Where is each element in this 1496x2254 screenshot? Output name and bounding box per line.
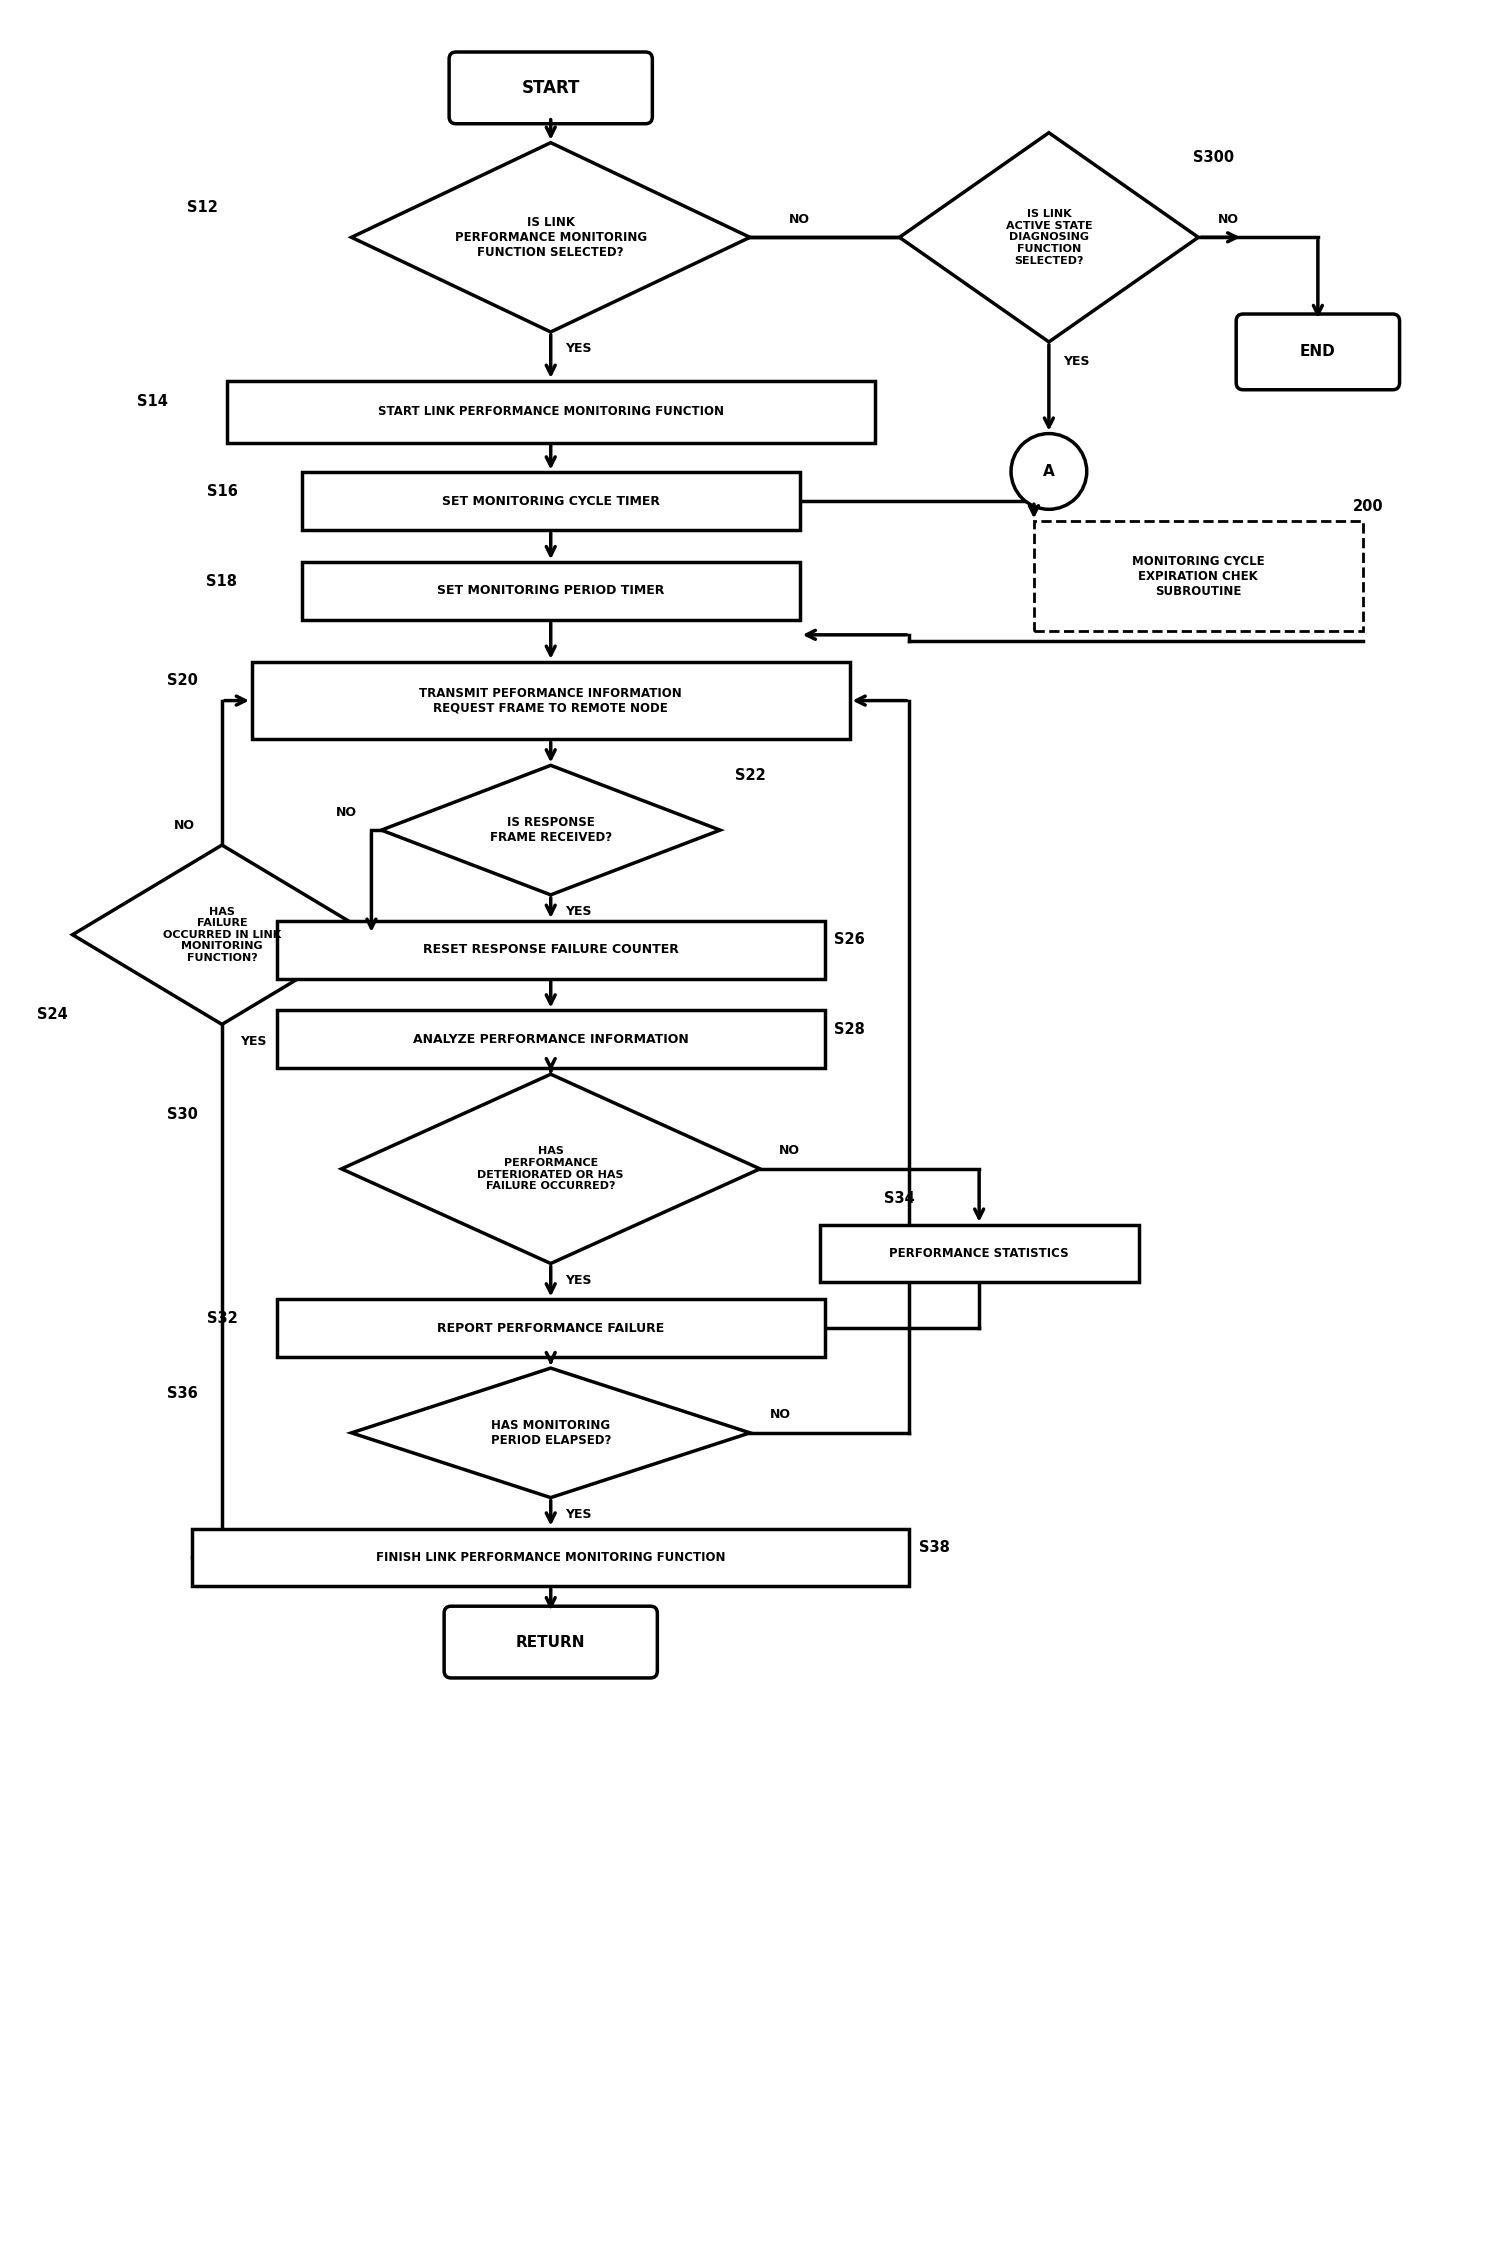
- Polygon shape: [352, 1368, 749, 1497]
- FancyBboxPatch shape: [449, 52, 652, 124]
- Text: NO: NO: [337, 805, 358, 818]
- Text: YES: YES: [565, 343, 592, 356]
- Text: YES: YES: [565, 1508, 592, 1521]
- Polygon shape: [72, 845, 371, 1023]
- Text: NO: NO: [790, 212, 811, 225]
- Text: ANALYZE PERFORMANCE INFORMATION: ANALYZE PERFORMANCE INFORMATION: [413, 1032, 688, 1046]
- FancyBboxPatch shape: [444, 1607, 657, 1677]
- Text: YES: YES: [565, 906, 592, 917]
- Text: START LINK PERFORMANCE MONITORING FUNCTION: START LINK PERFORMANCE MONITORING FUNCTI…: [377, 406, 724, 419]
- Bar: [191, 1528, 910, 1587]
- Text: REPORT PERFORMANCE FAILURE: REPORT PERFORMANCE FAILURE: [437, 1321, 664, 1334]
- Text: S36: S36: [166, 1386, 197, 1400]
- Text: YES: YES: [241, 1035, 268, 1048]
- Bar: [277, 1298, 824, 1357]
- Text: NO: NO: [1218, 212, 1239, 225]
- Text: S38: S38: [919, 1539, 950, 1555]
- Text: S20: S20: [166, 674, 197, 687]
- Text: IS LINK
PERFORMANCE MONITORING
FUNCTION SELECTED?: IS LINK PERFORMANCE MONITORING FUNCTION …: [455, 216, 646, 259]
- Bar: [227, 381, 875, 442]
- Text: TRANSMIT PEFORMANCE INFORMATION
REQUEST FRAME TO REMOTE NODE: TRANSMIT PEFORMANCE INFORMATION REQUEST …: [419, 687, 682, 715]
- Text: S30: S30: [166, 1107, 197, 1122]
- Circle shape: [1011, 433, 1086, 509]
- Bar: [1034, 521, 1363, 631]
- Text: S32: S32: [206, 1312, 238, 1325]
- Text: S16: S16: [206, 485, 238, 498]
- Text: NO: NO: [769, 1409, 790, 1422]
- Text: HAS
PERFORMANCE
DETERIORATED OR HAS
FAILURE OCCURRED?: HAS PERFORMANCE DETERIORATED OR HAS FAIL…: [477, 1147, 624, 1192]
- Text: SET MONITORING PERIOD TIMER: SET MONITORING PERIOD TIMER: [437, 584, 664, 597]
- Text: HAS MONITORING
PERIOD ELAPSED?: HAS MONITORING PERIOD ELAPSED?: [491, 1418, 610, 1447]
- Text: FINISH LINK PERFORMANCE MONITORING FUNCTION: FINISH LINK PERFORMANCE MONITORING FUNCT…: [375, 1551, 726, 1564]
- Text: S26: S26: [835, 933, 865, 947]
- Bar: [302, 473, 800, 530]
- Text: RESET RESPONSE FAILURE COUNTER: RESET RESPONSE FAILURE COUNTER: [423, 942, 679, 956]
- Text: S18: S18: [206, 573, 238, 588]
- Polygon shape: [899, 133, 1198, 343]
- Text: NO: NO: [779, 1145, 800, 1156]
- Text: S22: S22: [735, 769, 766, 782]
- Text: IS LINK
ACTIVE STATE
DIAGNOSING
FUNCTION
SELECTED?: IS LINK ACTIVE STATE DIAGNOSING FUNCTION…: [1005, 210, 1092, 266]
- Bar: [820, 1224, 1138, 1283]
- Text: S34: S34: [884, 1190, 916, 1206]
- Text: PERFORMANCE STATISTICS: PERFORMANCE STATISTICS: [889, 1246, 1070, 1260]
- Polygon shape: [381, 766, 720, 895]
- FancyBboxPatch shape: [1236, 313, 1400, 390]
- Text: SET MONITORING CYCLE TIMER: SET MONITORING CYCLE TIMER: [441, 496, 660, 507]
- Text: S12: S12: [187, 201, 217, 214]
- Text: YES: YES: [1064, 356, 1091, 367]
- Bar: [277, 922, 824, 978]
- Text: NO: NO: [174, 818, 194, 832]
- Text: START: START: [522, 79, 580, 97]
- Polygon shape: [341, 1075, 760, 1264]
- Text: YES: YES: [565, 1274, 592, 1287]
- Text: HAS
FAILURE
OCCURRED IN LINK
MONITORING
FUNCTION?: HAS FAILURE OCCURRED IN LINK MONITORING …: [163, 906, 281, 962]
- Bar: [302, 561, 800, 620]
- Bar: [251, 663, 850, 739]
- Polygon shape: [352, 142, 749, 331]
- Text: IS RESPONSE
FRAME RECEIVED?: IS RESPONSE FRAME RECEIVED?: [489, 816, 612, 843]
- Text: RETURN: RETURN: [516, 1634, 585, 1650]
- Text: A: A: [1043, 464, 1055, 478]
- Text: S28: S28: [835, 1021, 865, 1037]
- Bar: [277, 1010, 824, 1068]
- Text: END: END: [1300, 345, 1336, 358]
- Text: 200: 200: [1352, 498, 1382, 514]
- Text: S300: S300: [1192, 151, 1234, 165]
- Text: S24: S24: [37, 1008, 67, 1021]
- Text: MONITORING CYCLE
EXPIRATION CHEK
SUBROUTINE: MONITORING CYCLE EXPIRATION CHEK SUBROUT…: [1132, 554, 1264, 597]
- Text: S14: S14: [136, 394, 168, 410]
